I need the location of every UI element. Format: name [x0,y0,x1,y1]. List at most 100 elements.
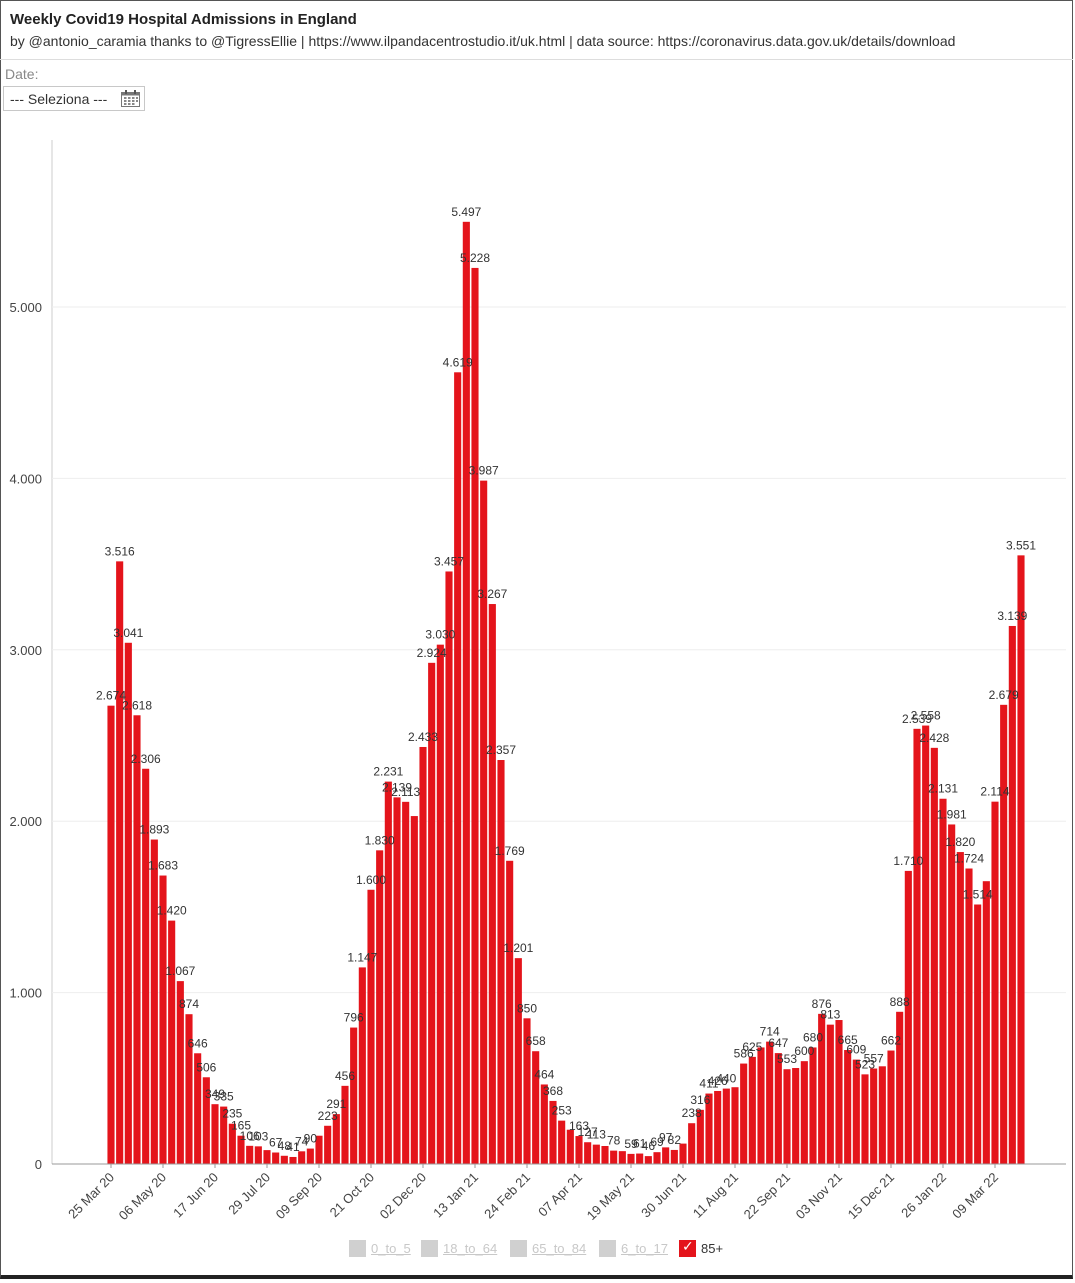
data-label: 90 [304,1132,318,1146]
data-label: 2.114 [980,785,1009,799]
bar [428,662,436,1164]
bar [644,1156,652,1164]
data-label: 1.830 [365,833,395,847]
data-label: 523 [855,1057,875,1071]
x-tick-label: 17 Jun 20 [170,1170,221,1221]
bar [610,1150,618,1164]
x-tick-label: 29 Jul 20 [225,1170,273,1218]
bar [454,372,462,1164]
legend-label: 0_to_5 [371,1241,411,1256]
data-label: 2.618 [122,698,152,712]
data-label: 665 [838,1033,858,1047]
data-label: 5.228 [460,251,490,265]
bar [324,1125,332,1164]
bar [220,1106,228,1164]
data-label: 113 [587,1128,606,1142]
bar [514,958,522,1164]
y-tick-label: 4.000 [9,471,42,486]
date-select[interactable]: --- Seleziona --- [3,86,145,111]
data-label: 2.924 [417,646,447,660]
bar [835,1020,843,1164]
bar [315,1135,323,1164]
data-label: 3.551 [1006,538,1036,552]
legend-label: 65_to_84 [532,1241,587,1256]
data-label: 82 [668,1133,682,1147]
data-label: 1.420 [157,904,187,918]
data-label: 2.539 [902,712,932,726]
bar [991,801,999,1164]
bar [774,1053,782,1164]
data-label: 1.683 [148,859,178,873]
data-label: 850 [517,1001,537,1015]
bar [488,604,496,1164]
bar [558,1120,566,1164]
x-tick-label: 13 Jan 21 [430,1170,481,1221]
data-label: 2.674 [96,689,126,703]
data-label: 46 [642,1139,656,1153]
data-label: 127 [578,1125,598,1139]
bar [549,1100,557,1164]
bar [757,1047,765,1164]
bar [844,1050,852,1164]
bar [939,798,947,1164]
data-label: 2.558 [911,709,941,723]
bar [818,1013,826,1164]
bar [523,1018,531,1164]
bar [133,715,141,1164]
x-tick-label: 30 Jun 21 [638,1170,689,1221]
data-label: 662 [881,1034,901,1048]
data-label: 1.724 [954,852,984,866]
data-label: 349 [205,1087,225,1101]
bar [913,728,921,1164]
data-label: 368 [543,1084,563,1098]
data-label: 48 [278,1139,292,1153]
x-tick-label: 11 Aug 21 [690,1170,741,1221]
x-tick-label: 24 Feb 21 [481,1170,533,1222]
bar [982,881,990,1164]
bar [731,1087,739,1164]
bar [497,760,505,1164]
data-label: 3.267 [477,587,507,601]
bar [575,1136,583,1164]
bar [540,1084,548,1164]
bar [532,1051,540,1164]
bar [376,850,384,1164]
data-label: 3.139 [997,609,1027,623]
bar [358,967,366,1164]
bar [956,852,964,1164]
x-tick-label: 02 Dec 20 [377,1170,430,1223]
x-tick-label: 03 Nov 21 [793,1170,846,1223]
data-label: 2.139 [382,780,412,794]
data-label: 235 [222,1107,242,1121]
bar [783,1069,791,1164]
bar [237,1135,245,1164]
bar [150,839,158,1164]
x-tick-label: 15 Dec 21 [845,1170,898,1223]
bar [176,981,184,1164]
bar [142,768,150,1164]
data-label: 41 [286,1140,300,1154]
data-label: 61 [633,1137,647,1151]
data-label: 609 [846,1043,866,1057]
data-label: 103 [248,1129,268,1143]
bar [584,1142,592,1164]
x-tick-label: 09 Mar 22 [949,1170,1001,1222]
legend-label: 6_to_17 [621,1241,668,1256]
bar [748,1056,756,1164]
data-label: 3.041 [113,626,143,640]
bar [670,1149,678,1164]
bar [1008,625,1016,1164]
data-label: 647 [768,1036,788,1050]
data-label: 1.514 [963,888,993,902]
bar [194,1053,202,1164]
bar [116,561,124,1164]
data-label: 4.619 [443,355,473,369]
data-label: 1.600 [356,873,386,887]
calendar-icon[interactable] [121,90,140,107]
bar [740,1063,748,1164]
date-label: Date: [5,66,39,82]
bar [410,816,418,1164]
bar [124,642,132,1164]
bar [107,705,115,1164]
